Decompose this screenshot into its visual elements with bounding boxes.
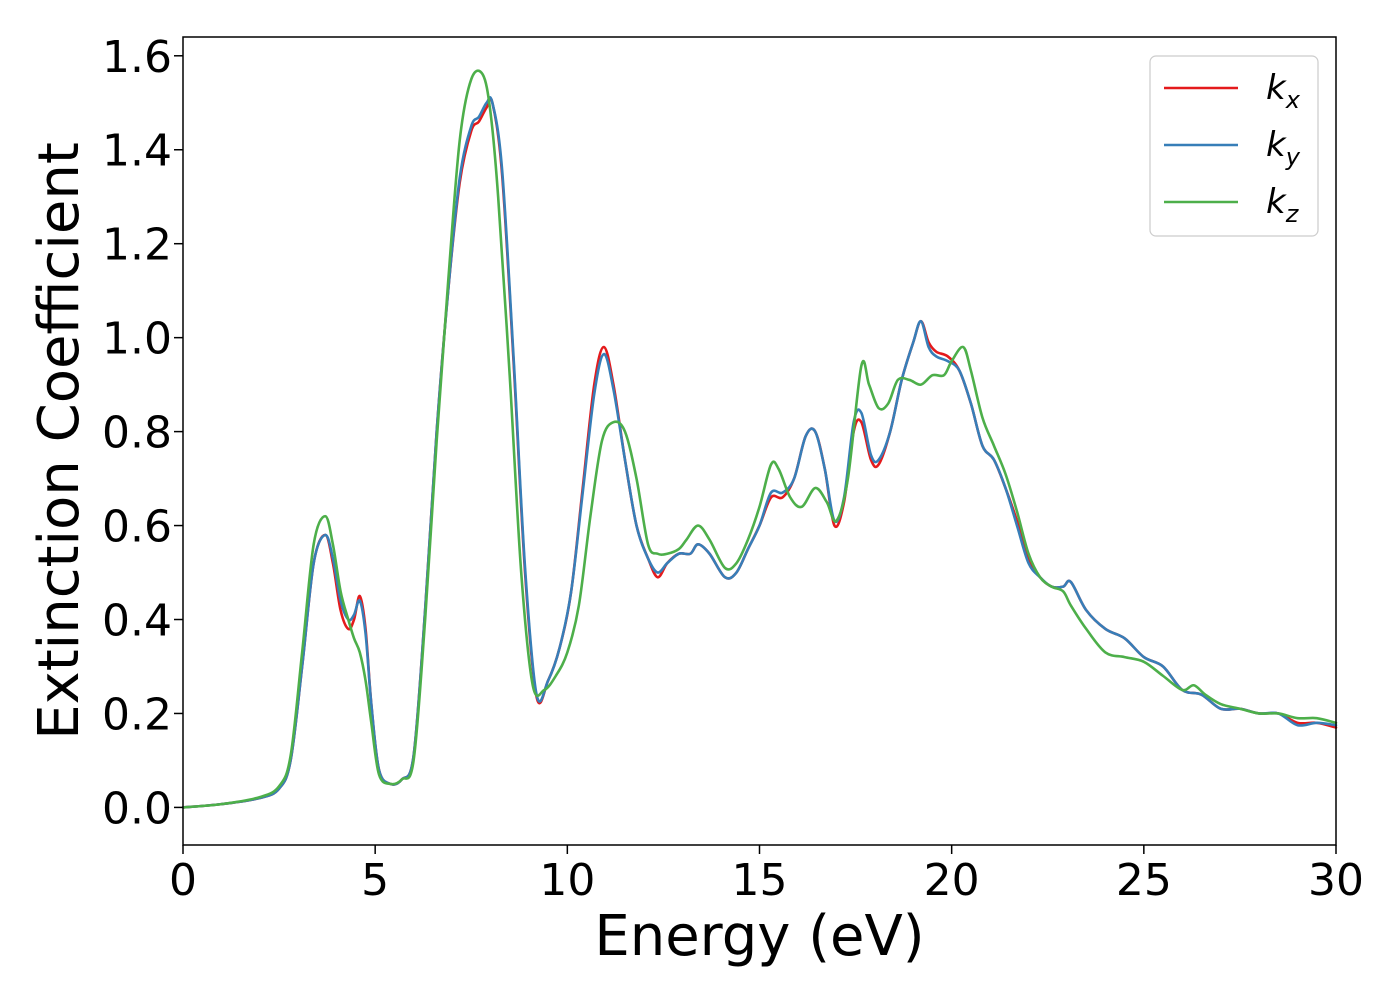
y-tick-label: 1.6 [102, 32, 172, 83]
x-tick-label: 0 [169, 855, 197, 906]
y-tick-label: 1.2 [102, 220, 172, 271]
x-tick-label: 20 [924, 855, 980, 906]
y-tick-label: 0.2 [102, 689, 172, 740]
y-tick-label: 1.0 [102, 314, 172, 365]
x-tick-label: 5 [361, 855, 389, 906]
x-tick-label: 30 [1308, 855, 1364, 906]
plot-lines [181, 69, 1338, 809]
x-tick-label: 25 [1116, 855, 1172, 906]
legend-label-kz: kz [1266, 182, 1300, 228]
y-tick-label: 1.4 [102, 126, 172, 177]
y-axis-title: Extinction Coefficient [27, 142, 92, 740]
x-tick-label: 10 [539, 855, 595, 906]
legend-label-kx: kx [1266, 68, 1301, 114]
x-axis-title: Energy (eV) [594, 904, 924, 969]
x-axis-ticks: 0 5 10 15 20 25 30 [169, 845, 1364, 906]
legend-label-ky: ky [1266, 125, 1301, 171]
y-axis-ticks: 0.0 0.2 0.4 0.6 0.8 1.0 1.2 1.4 1.6 [102, 32, 183, 834]
y-tick-label: 0.0 [102, 783, 172, 834]
y-tick-label: 0.4 [102, 596, 172, 647]
legend: kx ky kz [1149, 55, 1319, 237]
series-line-kz [181, 69, 1338, 809]
x-tick-label: 15 [732, 855, 788, 906]
y-tick-label: 0.6 [102, 502, 172, 553]
y-tick-label: 0.8 [102, 408, 172, 459]
